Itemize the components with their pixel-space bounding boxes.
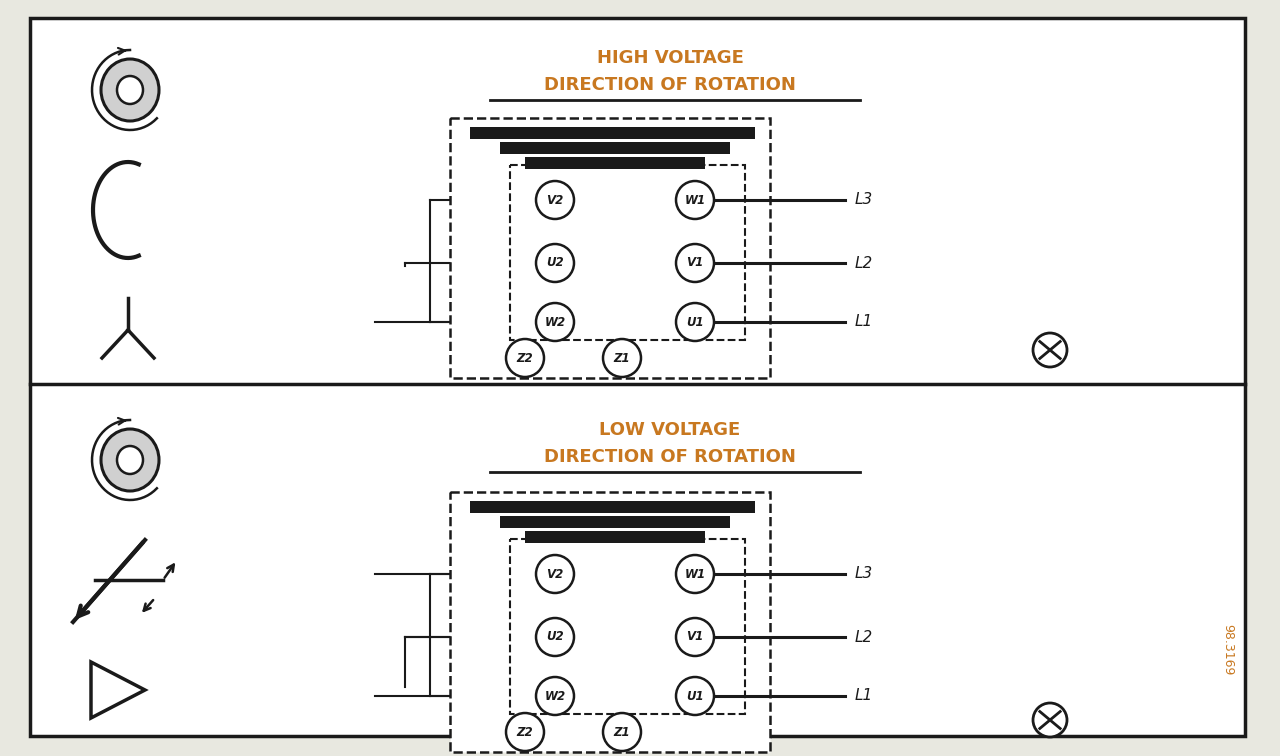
Text: L2: L2 — [855, 256, 873, 271]
Text: V2: V2 — [547, 194, 563, 206]
FancyBboxPatch shape — [451, 492, 771, 752]
Circle shape — [676, 244, 714, 282]
Text: V1: V1 — [686, 256, 704, 269]
Text: V2: V2 — [547, 568, 563, 581]
Text: Z2: Z2 — [517, 352, 534, 364]
FancyBboxPatch shape — [525, 157, 705, 169]
FancyBboxPatch shape — [525, 531, 705, 543]
Circle shape — [536, 303, 573, 341]
Text: LOW VOLTAGE: LOW VOLTAGE — [599, 421, 741, 439]
Text: Z2: Z2 — [517, 726, 534, 739]
Ellipse shape — [101, 59, 159, 121]
Circle shape — [1033, 703, 1068, 737]
FancyBboxPatch shape — [500, 142, 730, 154]
Text: L3: L3 — [855, 566, 873, 581]
FancyBboxPatch shape — [509, 165, 745, 340]
Text: Z1: Z1 — [613, 352, 630, 364]
Text: 98.3169: 98.3169 — [1221, 624, 1234, 676]
Text: Z1: Z1 — [613, 726, 630, 739]
FancyBboxPatch shape — [29, 18, 1245, 736]
Ellipse shape — [116, 76, 143, 104]
Text: U1: U1 — [686, 689, 704, 702]
Text: U2: U2 — [547, 256, 563, 269]
Circle shape — [676, 677, 714, 715]
Circle shape — [1033, 333, 1068, 367]
Text: DIRECTION OF ROTATION: DIRECTION OF ROTATION — [544, 76, 796, 94]
Text: L2: L2 — [855, 630, 873, 645]
FancyBboxPatch shape — [470, 127, 755, 139]
Ellipse shape — [116, 446, 143, 474]
Circle shape — [506, 339, 544, 377]
Circle shape — [676, 303, 714, 341]
FancyBboxPatch shape — [509, 539, 745, 714]
Circle shape — [603, 713, 641, 751]
Circle shape — [536, 244, 573, 282]
Circle shape — [676, 555, 714, 593]
Text: HIGH VOLTAGE: HIGH VOLTAGE — [596, 49, 744, 67]
Text: V1: V1 — [686, 631, 704, 643]
Text: U2: U2 — [547, 631, 563, 643]
Circle shape — [676, 181, 714, 219]
Text: W2: W2 — [544, 689, 566, 702]
Text: L1: L1 — [855, 689, 873, 704]
Text: L3: L3 — [855, 193, 873, 207]
Text: L1: L1 — [855, 314, 873, 330]
Circle shape — [536, 677, 573, 715]
Circle shape — [536, 555, 573, 593]
Circle shape — [676, 618, 714, 656]
Text: DIRECTION OF ROTATION: DIRECTION OF ROTATION — [544, 448, 796, 466]
Circle shape — [536, 618, 573, 656]
Circle shape — [536, 181, 573, 219]
Text: W2: W2 — [544, 315, 566, 329]
Text: W1: W1 — [685, 194, 705, 206]
Ellipse shape — [101, 429, 159, 491]
Text: W1: W1 — [685, 568, 705, 581]
FancyBboxPatch shape — [470, 501, 755, 513]
Circle shape — [506, 713, 544, 751]
Text: U1: U1 — [686, 315, 704, 329]
FancyBboxPatch shape — [451, 118, 771, 378]
FancyBboxPatch shape — [500, 516, 730, 528]
Circle shape — [603, 339, 641, 377]
